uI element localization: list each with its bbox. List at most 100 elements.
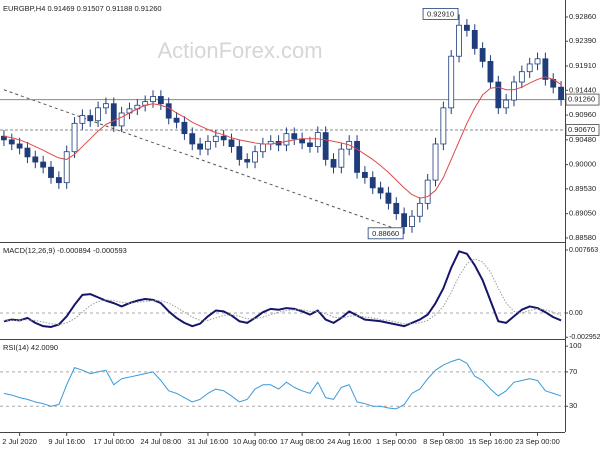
candle-body [252,151,258,163]
x-tick-label: 1 Sep 00:00 [376,437,416,446]
candle-body [87,115,94,122]
level-label: 0.90670 [568,125,595,134]
candle-body [48,166,54,178]
candle-body [283,133,290,146]
candle-body [259,143,266,153]
series-line [3,358,562,410]
candle-body [471,29,478,49]
candle-body [157,96,164,105]
y-tick-label: 0.88580 [569,233,596,242]
candle-body [197,143,204,150]
candle-body [361,171,368,178]
candle-body [32,156,39,163]
x-tick-label: 17 Aug 08:00 [280,437,324,446]
series-line [3,76,562,199]
candle-body [416,202,423,217]
y-tick-label: 0.007663 [569,247,598,254]
price-label: 0.92910 [427,9,454,18]
x-tick-label: 10 Aug 00:00 [233,437,277,446]
candle-body [393,202,400,215]
price-label-box [422,7,459,20]
candle-body [40,161,47,168]
y-tick-label: 30 [569,401,577,410]
y-tick-label: 0.92860 [569,12,596,21]
x-tick-label: 23 Sep 00:00 [515,437,560,446]
candle-body [189,133,196,145]
candle-body [377,187,384,194]
y-tick-label: 0.89530 [569,184,596,193]
candle-body [16,143,23,149]
candle-body [526,63,533,73]
candle-body [63,151,70,184]
candle-body [8,139,15,145]
y-tick-label: 0.00 [569,310,583,317]
candle-body [542,58,549,80]
candle-body [369,177,376,189]
candle-body [456,24,462,57]
y-tick-label: 100 [569,341,582,350]
candle-body [244,159,251,163]
x-tick-label: 8 Sep 08:00 [423,437,463,446]
candle-body [463,24,470,31]
level-label-box [565,124,600,136]
price-label-box [367,227,404,240]
candle-body [558,86,564,100]
candle-body [118,112,125,127]
x-tick-label: 31 Jul 16:00 [188,437,229,446]
level-label: 0.91260 [568,95,595,104]
candle-body [291,133,298,140]
candle-body [24,147,31,158]
candle-body [424,179,431,204]
candle-body [448,55,455,109]
candle-body [150,96,156,103]
candle-body [503,99,510,109]
trendline [3,89,405,233]
candle-body [220,135,227,141]
candle-body [440,107,447,145]
candle-body [212,135,219,142]
y-tick-label: 0.92390 [569,36,596,45]
y-tick-label: 0.90480 [569,135,596,144]
candle-body [314,132,321,147]
level-label-box [565,93,600,106]
y-tick-label: 70 [569,367,577,376]
candle-body [71,122,78,153]
y-tick-label: 0.90000 [569,160,596,169]
candle-body [479,48,486,62]
panel-title: MACD(12,26,9) -0.000894 -0.000593 [3,246,127,255]
candle-body [354,140,360,173]
candle-body [518,71,525,83]
candle-body [103,103,109,109]
candle-body [495,81,502,109]
y-tick-label: 0.90960 [569,110,596,119]
candle-body [110,103,117,127]
series-line [3,250,562,328]
candle-body [55,177,62,184]
x-tick-label: 9 Jul 16:00 [48,437,85,446]
candle-body [401,213,408,227]
candle-body [409,215,415,227]
candle-body [511,81,517,101]
x-tick-label: 24 Aug 16:00 [327,437,371,446]
candle-body [181,121,188,135]
candle-body [205,140,211,150]
price-label: 0.88660 [372,229,399,238]
y-tick-label: 0.91910 [569,61,596,70]
x-tick-label: 24 Jul 08:00 [140,437,181,446]
x-tick-label: 17 Jul 00:00 [93,437,134,446]
candle-body [385,192,392,204]
y-tick-label: 0.89050 [569,209,596,218]
candle-body [330,159,337,168]
y-tick-label: 0.91440 [569,85,596,94]
candle-body [534,58,541,65]
candle-body [236,146,243,160]
panel-title: RSI(14) 42.0090 [3,343,58,352]
candle-body [95,107,102,122]
candle-body [173,117,180,123]
watermark: ActionForex.com [157,38,322,63]
panel-title: EURGBP,H4 0.91469 0.91507 0.91188 0.9126… [3,4,162,13]
x-tick-label: 15 Sep 16:00 [468,437,513,446]
y-tick-label: -0.002952 [569,334,600,341]
